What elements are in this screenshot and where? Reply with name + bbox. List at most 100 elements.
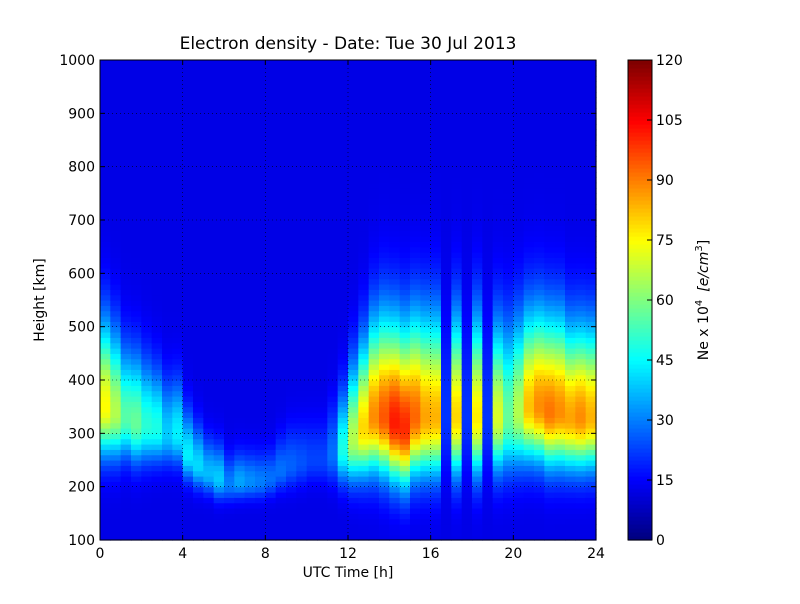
- heatmap-cell: [151, 289, 163, 296]
- heatmap-cell: [265, 204, 277, 210]
- heatmap-cell: [482, 262, 494, 269]
- heatmap-cell: [141, 70, 153, 77]
- heatmap-cell: [575, 81, 587, 88]
- heatmap-cell: [286, 396, 297, 402]
- heatmap-cell: [193, 246, 204, 253]
- colorbar-segment: [628, 232, 652, 237]
- heatmap-cell: [193, 198, 204, 205]
- heatmap-cell: [389, 76, 401, 82]
- heatmap-cell: [317, 86, 328, 93]
- heatmap-cell: [224, 417, 235, 424]
- heatmap-cell: [472, 86, 483, 93]
- heatmap-cell: [513, 305, 525, 312]
- colorbar-segment: [628, 196, 652, 201]
- heatmap-cell: [410, 481, 421, 488]
- heatmap-cell: [410, 390, 421, 397]
- heatmap-cell: [441, 76, 452, 82]
- heatmap-cell: [554, 502, 566, 509]
- heatmap-cell: [265, 438, 277, 445]
- heatmap-cell: [513, 406, 525, 413]
- heatmap-cell: [544, 278, 556, 285]
- heatmap-cell: [575, 417, 587, 424]
- heatmap-cell: [368, 508, 380, 514]
- colorbar-label-units-exponent: 3: [694, 245, 705, 251]
- heatmap-cell: [544, 433, 556, 440]
- heatmap-cell: [275, 476, 287, 482]
- heatmap-cell: [575, 156, 587, 162]
- heatmap-cell: [492, 470, 504, 477]
- heatmap-cell: [337, 454, 349, 461]
- heatmap-cell: [410, 140, 421, 146]
- heatmap-cell: [441, 332, 452, 338]
- heatmap-cell: [410, 113, 421, 120]
- heatmap-cell: [327, 305, 339, 312]
- heatmap-cell: [265, 422, 277, 429]
- heatmap-cell: [430, 364, 442, 370]
- heatmap-cell: [451, 278, 463, 285]
- heatmap-cell: [482, 337, 494, 344]
- heatmap-cell: [348, 161, 359, 168]
- colorbar-segment: [628, 536, 652, 541]
- heatmap-cell: [203, 513, 215, 520]
- heatmap-cell: [575, 513, 587, 520]
- heatmap-cell: [379, 284, 390, 290]
- heatmap-cell: [131, 417, 142, 424]
- heatmap-cell: [389, 289, 401, 296]
- heatmap-cell: [203, 465, 215, 472]
- heatmap-cell: [368, 209, 380, 216]
- heatmap-cell: [306, 460, 318, 466]
- heatmap-cell: [534, 529, 545, 536]
- heatmap-cell: [162, 390, 173, 397]
- heatmap-cell: [275, 257, 287, 264]
- heatmap-cell: [141, 358, 153, 365]
- heatmap-cell: [327, 534, 339, 541]
- heatmap-cell: [565, 396, 576, 402]
- heatmap-cell: [317, 406, 328, 413]
- heatmap-cell: [554, 161, 566, 168]
- heatmap-cell: [534, 214, 545, 221]
- heatmap-cell: [110, 492, 122, 498]
- heatmap-cell: [410, 150, 421, 157]
- heatmap-cell: [554, 470, 566, 477]
- heatmap-cell: [110, 390, 122, 397]
- heatmap-cell: [565, 97, 576, 104]
- heatmap-cell: [503, 497, 514, 504]
- heatmap-cell: [296, 273, 308, 280]
- heatmap-cell: [244, 140, 256, 146]
- heatmap-cell: [585, 129, 597, 136]
- heatmap-cell: [275, 486, 287, 493]
- heatmap-cell: [441, 204, 452, 210]
- heatmap-cell: [151, 81, 163, 88]
- heatmap-cell: [151, 262, 163, 269]
- heatmap-cell: [224, 65, 235, 72]
- heatmap-cell: [379, 204, 390, 210]
- heatmap-cell: [513, 70, 525, 77]
- heatmap-cell: [317, 401, 328, 408]
- heatmap-cell: [585, 332, 597, 338]
- heatmap-cell: [565, 113, 576, 120]
- heatmap-cell: [472, 374, 483, 381]
- heatmap-cell: [224, 156, 235, 162]
- heatmap-cell: [544, 220, 556, 226]
- heatmap-cell: [265, 198, 277, 205]
- heatmap-cell: [120, 209, 132, 216]
- heatmap-cell: [286, 348, 297, 354]
- heatmap-cell: [244, 150, 256, 157]
- heatmap-cell: [162, 172, 173, 178]
- heatmap-cell: [193, 332, 204, 338]
- heatmap-cell: [379, 268, 390, 274]
- heatmap-cell: [286, 225, 297, 232]
- heatmap-cell: [358, 412, 370, 418]
- heatmap-cell: [172, 230, 184, 237]
- heatmap-cell: [317, 97, 328, 104]
- heatmap-cell: [296, 438, 308, 445]
- heatmap-cell: [100, 209, 111, 216]
- heatmap-cell: [141, 108, 153, 114]
- heatmap-cell: [213, 305, 225, 312]
- heatmap-cell: [286, 470, 297, 477]
- heatmap-cell: [441, 129, 452, 136]
- heatmap-cell: [182, 438, 194, 445]
- heatmap-cell: [213, 214, 225, 221]
- heatmap-cell: [203, 369, 215, 376]
- heatmap-cell: [420, 476, 432, 482]
